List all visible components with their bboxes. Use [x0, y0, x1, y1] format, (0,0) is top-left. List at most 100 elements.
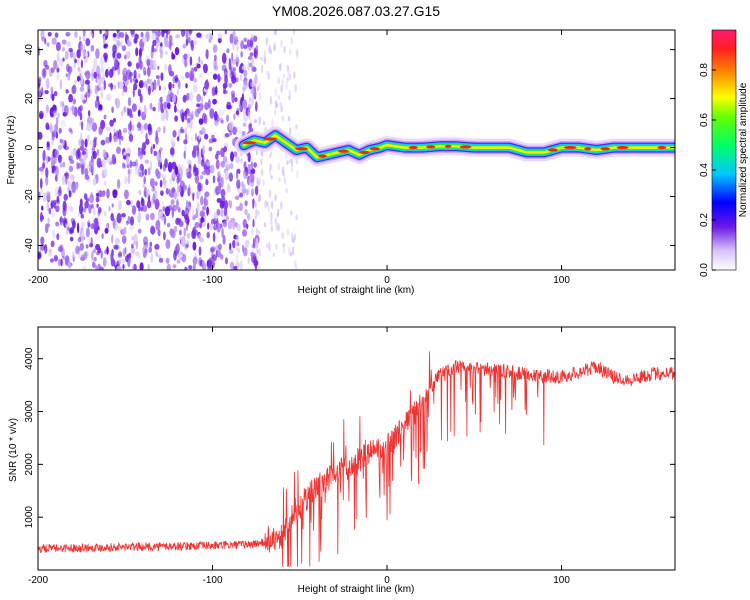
x-tick-label: -100 — [203, 275, 223, 286]
noise-speckle — [258, 194, 261, 202]
noise-speckle — [60, 120, 66, 128]
noise-speckle — [161, 200, 164, 211]
noise-speckle — [184, 243, 187, 251]
noise-speckle — [186, 133, 190, 141]
spectral-hotspot — [616, 146, 629, 150]
noise-speckle — [79, 145, 85, 151]
noise-speckle — [105, 136, 111, 144]
noise-speckle — [191, 208, 195, 217]
noise-speckle — [150, 253, 154, 264]
colorbar-tick-label: 0.0 — [699, 263, 710, 277]
noise-speckle — [233, 151, 238, 158]
noise-speckle — [188, 265, 193, 270]
noise-speckle — [270, 219, 273, 226]
noise-speckle — [196, 103, 201, 108]
noise-speckle — [213, 65, 219, 71]
noise-speckle — [176, 218, 182, 223]
noise-speckle — [106, 246, 109, 255]
noise-speckle — [128, 133, 134, 143]
noise-speckle — [244, 171, 248, 179]
noise-speckle — [133, 240, 136, 245]
noise-speckle — [131, 103, 137, 112]
noise-speckle — [184, 266, 188, 270]
noise-speckle — [251, 87, 254, 96]
y-tick-label: 4000 — [24, 347, 35, 370]
noise-speckle — [62, 255, 65, 260]
noise-speckle — [157, 65, 160, 70]
snr-frame — [37, 326, 676, 571]
noise-speckle — [267, 73, 270, 81]
noise-speckle — [143, 80, 148, 88]
noise-speckle — [70, 174, 75, 181]
noise-speckle — [258, 266, 261, 270]
noise-speckle — [119, 139, 121, 146]
noise-speckle — [177, 128, 181, 138]
noise-speckle — [216, 250, 222, 258]
noise-speckle — [139, 124, 144, 134]
noise-speckle — [231, 52, 234, 62]
noise-speckle — [219, 200, 225, 209]
noise-speckle — [130, 246, 136, 255]
spectral-hotspot — [295, 147, 308, 151]
noise-speckle — [127, 61, 132, 67]
noise-speckle — [275, 243, 278, 250]
noise-speckle — [253, 49, 258, 60]
noise-speckle — [222, 220, 228, 228]
noise-speckle — [38, 96, 42, 103]
noise-speckle — [268, 154, 272, 159]
noise-speckle — [184, 217, 190, 224]
noise-speckle — [51, 37, 57, 45]
noise-speckle — [121, 258, 126, 264]
noise-speckle — [116, 212, 122, 224]
noise-speckle — [234, 97, 238, 102]
noise-speckle — [229, 33, 234, 44]
colorbar-tick-label: 0.6 — [699, 113, 710, 127]
noise-speckle — [50, 67, 55, 73]
noise-speckle — [238, 65, 242, 74]
noise-speckle — [282, 73, 286, 79]
noise-speckle — [53, 201, 56, 209]
noise-speckle — [138, 73, 141, 79]
noise-speckle — [69, 236, 74, 242]
noise-speckle — [96, 203, 99, 208]
noise-speckle — [243, 80, 248, 91]
noise-speckle — [165, 109, 169, 121]
noise-speckle — [171, 161, 177, 169]
noise-speckle — [96, 192, 100, 197]
noise-speckle — [247, 111, 251, 119]
noise-speckle — [112, 84, 117, 89]
noise-speckle — [274, 30, 277, 36]
noise-speckle — [253, 119, 258, 124]
noise-speckle — [54, 32, 59, 38]
noise-speckle — [80, 231, 85, 243]
noise-speckle — [132, 263, 137, 270]
noise-speckle — [237, 247, 241, 254]
noise-speckle — [236, 179, 241, 190]
noise-speckle — [281, 166, 285, 176]
noise-speckle — [179, 108, 185, 120]
noise-speckle — [45, 122, 50, 130]
noise-speckle — [179, 180, 185, 189]
noise-speckle — [142, 251, 147, 259]
noise-speckle — [197, 153, 202, 165]
noise-speckle — [156, 150, 161, 162]
snr-panel: -200 -100 0 100 1000 2000 3000 4000 Height of … — [8, 326, 676, 595]
noise-speckle — [50, 258, 54, 263]
noise-speckle — [121, 235, 127, 245]
noise-speckle — [200, 195, 204, 206]
noise-speckle — [280, 201, 283, 210]
noise-speckle — [201, 127, 206, 135]
noise-speckle — [113, 259, 116, 268]
noise-speckle — [192, 256, 198, 265]
noise-speckle — [204, 133, 209, 140]
noise-speckle — [77, 75, 80, 82]
noise-speckle — [243, 44, 248, 50]
noise-speckle — [113, 117, 116, 123]
noise-speckle — [87, 134, 90, 143]
noise-speckle — [272, 252, 275, 258]
noise-speckle — [77, 67, 81, 72]
noise-speckle — [113, 244, 119, 250]
noise-speckle — [185, 38, 189, 46]
noise-speckle — [226, 215, 229, 222]
noise-speckle — [82, 207, 87, 213]
